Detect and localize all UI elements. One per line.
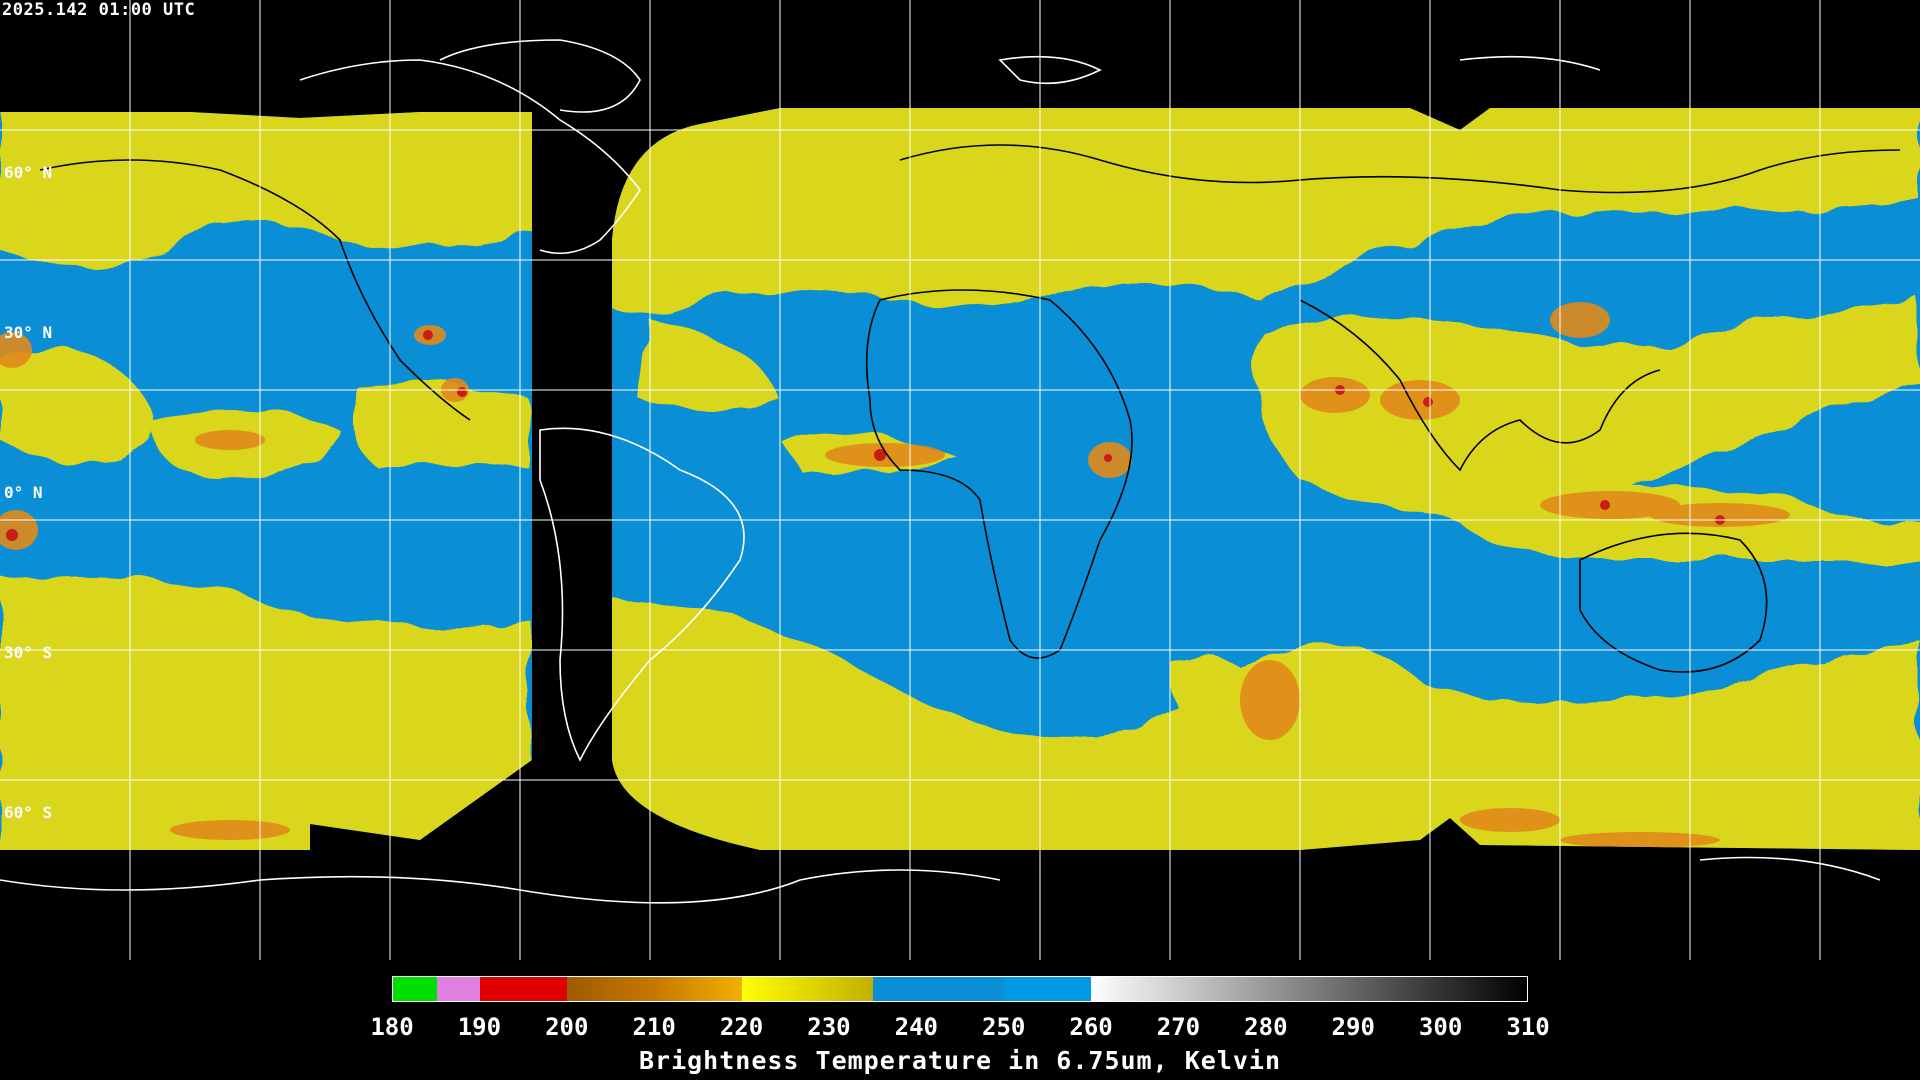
color-scale-segment: [480, 977, 568, 1001]
color-scale-segment: [872, 977, 1004, 1001]
color-scale-tick-label: 220: [719, 1013, 764, 1041]
east-satellite-region: [612, 108, 1920, 850]
coastlines: [0, 39, 1901, 904]
color-scale-tick-label: 250: [982, 1013, 1026, 1041]
color-scale-title: Brightness Temperature in 6.75um, Kelvin: [638, 1046, 1282, 1075]
color-scale-tick-label: 290: [1331, 1013, 1375, 1041]
color-scale-tick-label: 280: [1244, 1013, 1288, 1041]
color-scale-bar: [392, 976, 1528, 1002]
lat-label-30s: 30° S: [4, 643, 53, 662]
color-scale-segment: [1003, 977, 1091, 1001]
color-scale-segment: [1090, 977, 1527, 1001]
color-scale-tick-label: 200: [545, 1013, 589, 1041]
color-scale-tick-label: 260: [1069, 1013, 1113, 1041]
lat-label-60n: 60° N: [4, 163, 53, 182]
water-vapor-map: [0, 0, 1920, 960]
color-scale-tick-label: 230: [807, 1013, 851, 1041]
lat-label-30n: 30° N: [4, 323, 53, 342]
graticule: [0, 0, 1920, 960]
west-satellite-region: [0, 112, 532, 850]
observation-timestamp: 2025.142 01:00 UTC: [2, 0, 196, 20]
color-scale-segment: [436, 977, 481, 1001]
color-scale-segment: [741, 977, 873, 1001]
color-scale-segment: [567, 977, 655, 1001]
color-scale-tick-label: 180: [370, 1013, 414, 1041]
color-scale-segment: [654, 977, 742, 1001]
color-scale-tick-label: 190: [457, 1013, 502, 1041]
color-scale-segment: [393, 977, 437, 1001]
lat-label-60s: 60° S: [4, 803, 53, 822]
color-scale-tick-label: 300: [1418, 1013, 1463, 1041]
color-scale-tick-label: 210: [632, 1013, 676, 1041]
color-scale-tick-label: 240: [894, 1013, 938, 1041]
color-scale-tick-label: 310: [1506, 1013, 1550, 1041]
lat-label-0n: 0° N: [4, 483, 43, 502]
color-scale-tick-label: 270: [1156, 1013, 1201, 1041]
